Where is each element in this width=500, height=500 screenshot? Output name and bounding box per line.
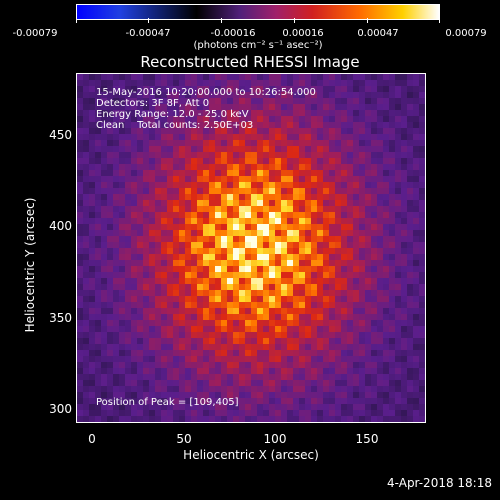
colorbar-tick-label: 0.00079 (445, 28, 487, 39)
y-tick-label: 400 (49, 219, 72, 233)
x-tick-label: 50 (176, 432, 192, 446)
x-axis-label: Heliocentric X (arcsec) (183, 448, 319, 462)
y-tick-label: 450 (49, 128, 72, 142)
colorbar (76, 4, 440, 20)
x-tick-label: 0 (88, 432, 96, 446)
info-time-range: 15-May-2016 10:20:00.000 to 10:26:54.000 (96, 87, 316, 98)
colorbar-tick-mark (439, 18, 440, 23)
colorbar-tick-mark (76, 18, 77, 23)
image-title: Reconstructed RHESSI Image (140, 53, 360, 71)
colorbar-tick-mark (294, 18, 295, 23)
colorbar-tick-mark (221, 18, 222, 23)
rhessi-image-plot (76, 73, 426, 423)
colorbar-units: (photons cm⁻² s⁻¹ asec⁻²) (193, 40, 323, 51)
x-tick-label: 150 (355, 432, 379, 446)
colorbar-tick-label: -0.00047 (125, 28, 171, 39)
rhessi-image-heatmap (77, 74, 425, 422)
plot-datestamp: 4-Apr-2018 18:18 (387, 476, 492, 490)
colorbar-tick-label: 0.00016 (282, 28, 324, 39)
info-clean-counts: Clean Total counts: 2.50E+03 (96, 120, 254, 131)
colorbar-tick-label: -0.00016 (210, 28, 256, 39)
info-detectors: Detectors: 3F 8F, Att 0 (96, 98, 210, 109)
y-tick-label: 300 (49, 402, 72, 416)
info-peak-position: Position of Peak = [109,405] (96, 397, 239, 408)
colorbar-tick-label: -0.00079 (12, 28, 58, 39)
y-tick-label: 350 (49, 311, 72, 325)
colorbar-tick-mark (148, 18, 149, 23)
colorbar-tick-mark (367, 18, 368, 23)
info-energy-range: Energy Range: 12.0 - 25.0 keV (96, 109, 249, 120)
x-tick-label: 100 (263, 432, 287, 446)
y-axis-label: Heliocentric Y (arcsec) (23, 197, 37, 333)
colorbar-tick-label: 0.00047 (357, 28, 399, 39)
